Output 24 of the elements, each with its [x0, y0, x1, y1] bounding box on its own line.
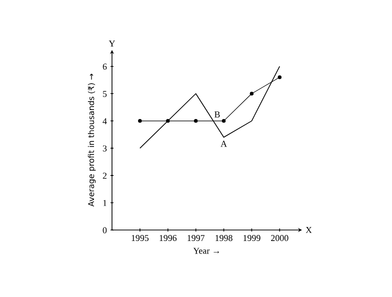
text: Y [108, 40, 116, 46]
x-tick-label: 1999 [244, 235, 260, 242]
x-tick-label: 2000 [271, 235, 288, 242]
y-tick-label: 0 [102, 227, 107, 234]
y-tick-label: 3 [102, 145, 107, 152]
text: X [306, 227, 312, 233]
point [278, 75, 282, 80]
y-tick-label: 1 [103, 200, 106, 206]
x-tick-label: 1995 [132, 235, 149, 242]
x-axis-title: Year → [193, 248, 220, 254]
point [194, 119, 198, 123]
point [250, 92, 254, 96]
series-label: B [214, 111, 220, 118]
y-tick-label: 5 [103, 90, 107, 97]
point [222, 119, 226, 123]
x-tick-label: 1998 [216, 235, 232, 242]
x-tick-label: 1996 [160, 235, 177, 242]
point [166, 119, 170, 123]
x-tick-label: 1997 [188, 235, 205, 242]
y-tick-label: 4 [102, 118, 107, 124]
series-label: A [220, 140, 227, 147]
y-tick-label: 6 [102, 64, 107, 70]
y-tick-label: 2 [102, 172, 106, 179]
point [138, 119, 142, 123]
